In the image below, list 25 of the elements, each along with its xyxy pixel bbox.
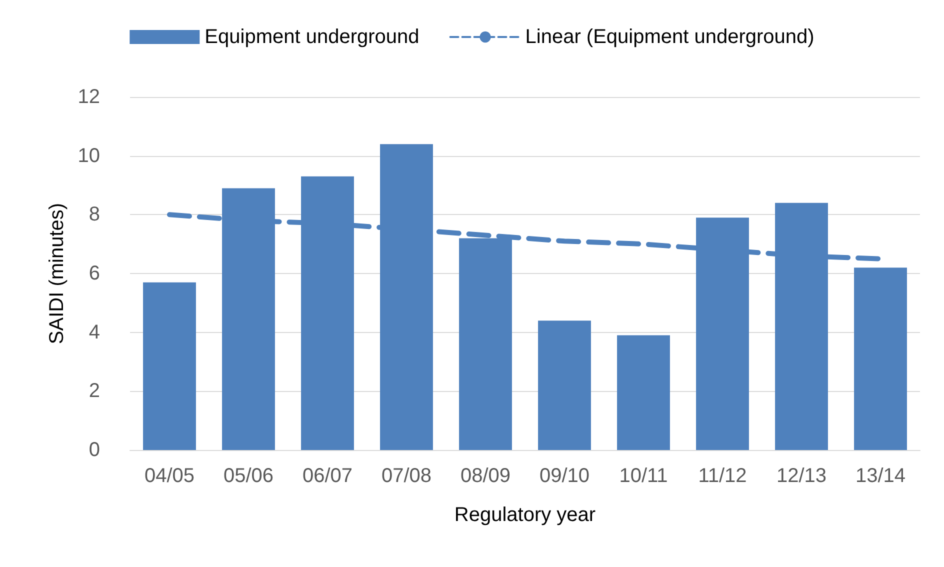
x-tick-label: 10/11	[619, 465, 668, 487]
y-tick-label: 2	[88, 380, 100, 402]
y-tick-label: 8	[88, 204, 100, 226]
x-axis-title: Regulatory year	[454, 504, 596, 526]
x-tick-label: 13/14	[855, 465, 906, 487]
bar	[617, 335, 670, 450]
legend-label: Equipment underground	[204, 26, 420, 48]
bar	[538, 320, 591, 450]
x-tick-label: 05/06	[223, 465, 274, 487]
y-tick-label: 10	[78, 144, 100, 167]
legend-label: Linear (Equipment underground)	[525, 26, 814, 48]
x-tick-label: 12/13	[776, 465, 827, 487]
y-axis-title: SAIDI (minutes)	[46, 202, 68, 344]
x-tick-label: 04/05	[144, 465, 195, 487]
x-tick-label: 08/09	[460, 465, 511, 487]
x-tick-label: 09/10	[539, 465, 590, 487]
y-tick-label: 0	[88, 439, 100, 461]
y-tick-label: 4	[88, 321, 100, 344]
y-tick-label: 12	[78, 86, 100, 108]
x-tick-label: 11/12	[698, 465, 747, 487]
y-tick-label: 6	[88, 262, 100, 284]
x-tick-label: 06/07	[302, 465, 353, 487]
bar	[854, 268, 907, 450]
x-tick-label: 07/08	[381, 465, 432, 487]
bar	[143, 282, 196, 450]
